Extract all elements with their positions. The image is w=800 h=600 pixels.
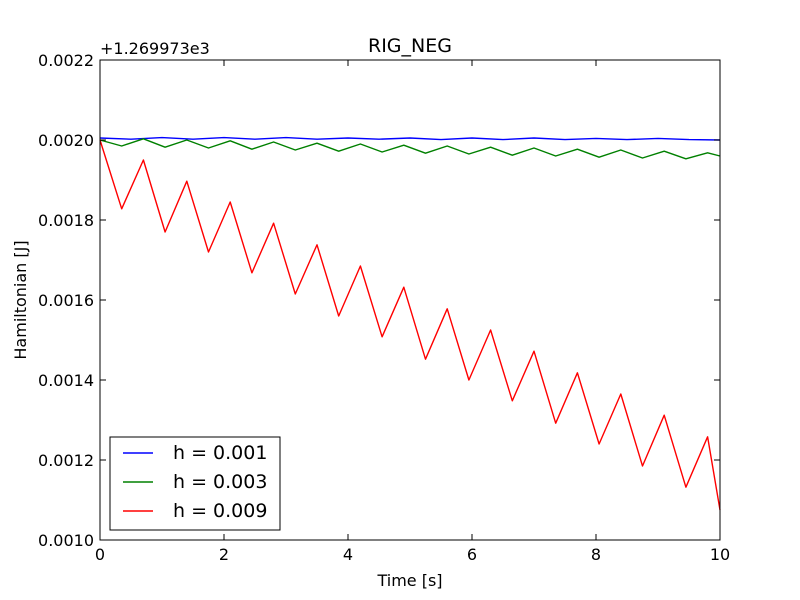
x-tick-label: 8 — [591, 545, 601, 564]
legend-label-h-0009: h = 0.009 — [173, 500, 267, 522]
y-axis-label: Hamiltonian [J] — [11, 240, 30, 359]
series-layer — [99, 136, 721, 511]
series-line-h-0-009 — [99, 139, 721, 511]
x-tick-label: 4 — [343, 545, 353, 564]
y-tick-label: 0.0012 — [38, 451, 94, 470]
y-tick-label: 0.0022 — [38, 51, 94, 70]
y-tick-label: 0.0016 — [38, 291, 94, 310]
y-tick-label: 0.0018 — [38, 211, 94, 230]
y-tick-label: 0.0020 — [38, 131, 94, 150]
chart-title: RIG_NEG — [368, 35, 452, 57]
y-tick-label: 0.0014 — [38, 371, 94, 390]
series-line-h-0-001 — [99, 136, 721, 141]
legend: h = 0.001 h = 0.003 h = 0.009 — [109, 436, 281, 531]
y-offset-label: +1.269973e3 — [100, 39, 210, 58]
x-tick-label: 2 — [219, 545, 229, 564]
x-tick-label: 0 — [95, 545, 105, 564]
legend-label-h-0003: h = 0.003 — [173, 471, 267, 493]
series-line-h-0-003 — [99, 138, 721, 160]
y-tick-label: 0.0010 — [38, 531, 94, 550]
legend-label-h-0001: h = 0.001 — [173, 442, 267, 464]
ticks-layer: 0 2 4 6 8 10 0.0010 0.0012 0.0014 0.0016 0.0018 0.0… — [38, 51, 730, 564]
x-tick-label: 6 — [467, 545, 477, 564]
x-tick-label: 10 — [710, 545, 730, 564]
x-axis-label: Time [s] — [376, 571, 442, 590]
